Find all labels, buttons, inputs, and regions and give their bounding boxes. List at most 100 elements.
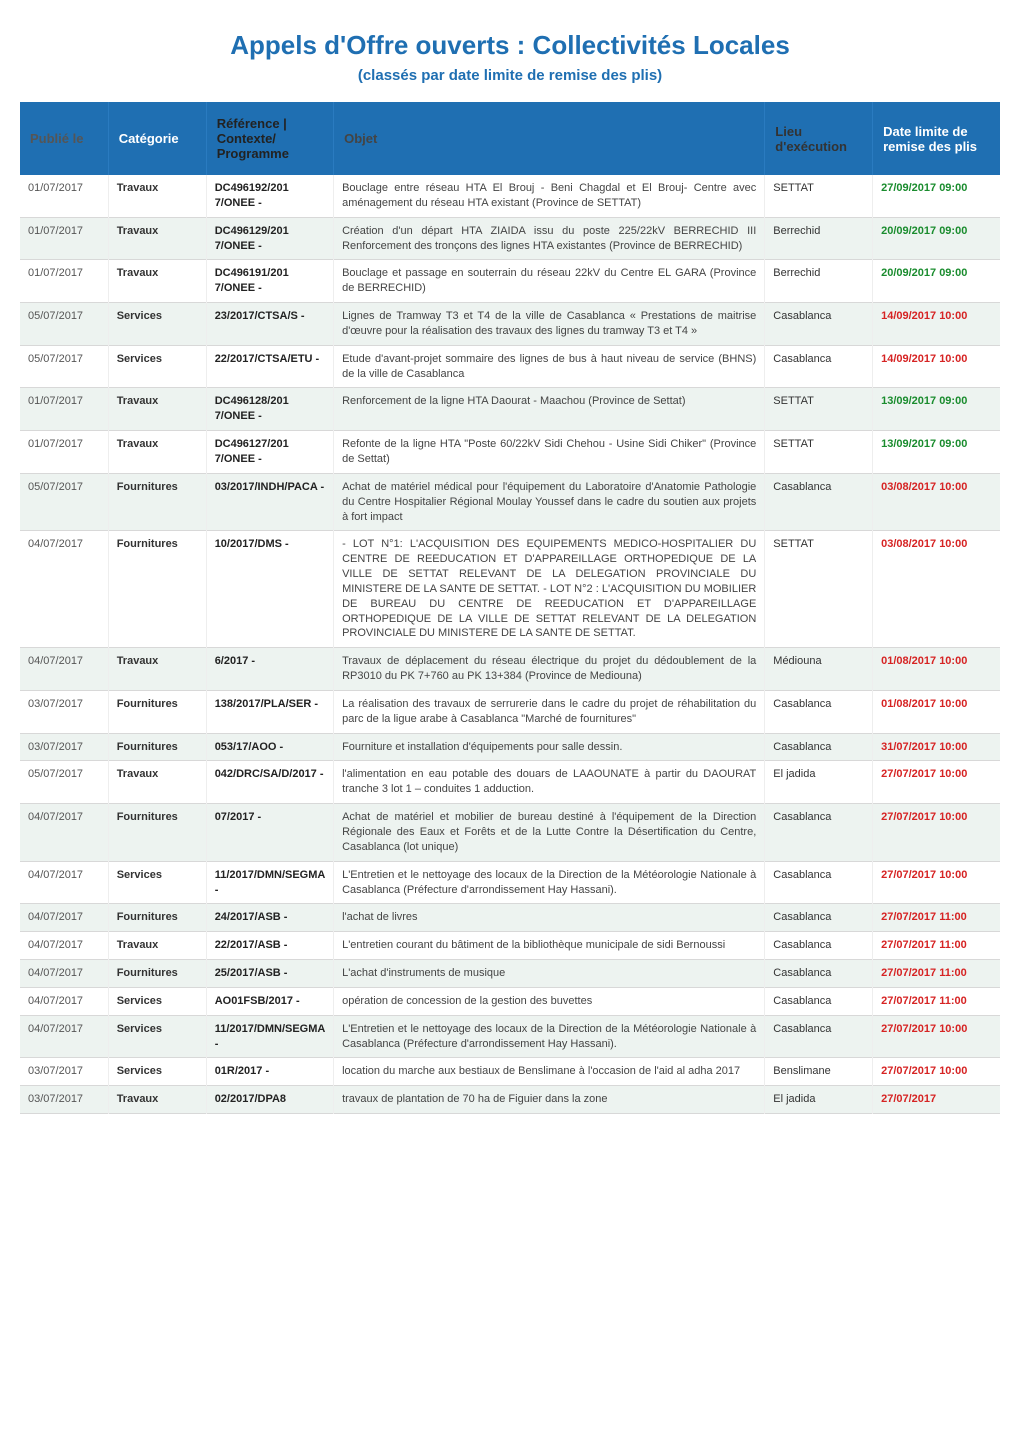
cell-lieu: SETTAT (765, 175, 873, 217)
cell-objet: travaux de plantation de 70 ha de Figuie… (334, 1086, 765, 1114)
cell-categorie: Travaux (108, 175, 206, 217)
table-row: 01/07/2017TravauxDC496128/201 7/ONEE -Re… (20, 388, 1000, 431)
cell-reference: 10/2017/DMS - (206, 531, 333, 648)
cell-datelimite: 27/07/2017 10:00 (873, 861, 1000, 904)
cell-objet: l'achat de livres (334, 904, 765, 932)
cell-lieu: Casablanca (765, 932, 873, 960)
cell-datelimite: 13/09/2017 09:00 (873, 388, 1000, 431)
cell-lieu: Casablanca (765, 804, 873, 862)
col-header-lieu: Lieu d'exécution (765, 102, 873, 175)
cell-publie: 01/07/2017 (20, 175, 108, 217)
cell-publie: 04/07/2017 (20, 531, 108, 648)
cell-datelimite: 27/07/2017 10:00 (873, 804, 1000, 862)
cell-reference: 02/2017/DPA8 (206, 1086, 333, 1114)
cell-lieu: Berrechid (765, 260, 873, 303)
cell-publie: 04/07/2017 (20, 861, 108, 904)
cell-categorie: Travaux (108, 431, 206, 474)
cell-publie: 05/07/2017 (20, 303, 108, 346)
cell-categorie: Fournitures (108, 690, 206, 733)
cell-publie: 04/07/2017 (20, 960, 108, 988)
cell-lieu: Casablanca (765, 345, 873, 388)
table-row: 01/07/2017TravauxDC496127/201 7/ONEE -Re… (20, 431, 1000, 474)
cell-datelimite: 27/07/2017 10:00 (873, 1058, 1000, 1086)
cell-categorie: Travaux (108, 260, 206, 303)
cell-datelimite: 01/08/2017 10:00 (873, 648, 1000, 691)
cell-reference: 01R/2017 - (206, 1058, 333, 1086)
cell-datelimite: 27/07/2017 10:00 (873, 761, 1000, 804)
cell-reference: 053/17/AOO - (206, 733, 333, 761)
cell-objet: Etude d'avant-projet sommaire des lignes… (334, 345, 765, 388)
table-row: 05/07/2017Travaux042/DRC/SA/D/2017 -l'al… (20, 761, 1000, 804)
cell-reference: DC496191/201 7/ONEE - (206, 260, 333, 303)
cell-lieu: Casablanca (765, 733, 873, 761)
cell-publie: 03/07/2017 (20, 1058, 108, 1086)
cell-datelimite: 27/07/2017 11:00 (873, 987, 1000, 1015)
table-row: 01/07/2017TravauxDC496129/201 7/ONEE -Cr… (20, 217, 1000, 260)
table-row: 03/07/2017Services01R/2017 -location du … (20, 1058, 1000, 1086)
table-row: 04/07/2017Travaux6/2017 -Travaux de dépl… (20, 648, 1000, 691)
col-header-datelimite: Date limite de remise des plis (873, 102, 1000, 175)
cell-publie: 04/07/2017 (20, 932, 108, 960)
cell-categorie: Services (108, 1058, 206, 1086)
cell-datelimite: 27/07/2017 10:00 (873, 1015, 1000, 1058)
table-header-row: Publié le Catégorie Référence | Contexte… (20, 102, 1000, 175)
cell-reference: 07/2017 - (206, 804, 333, 862)
cell-lieu: Benslimane (765, 1058, 873, 1086)
cell-categorie: Services (108, 345, 206, 388)
cell-lieu: Casablanca (765, 690, 873, 733)
cell-objet: L'achat d'instruments de musique (334, 960, 765, 988)
cell-datelimite: 13/09/2017 09:00 (873, 431, 1000, 474)
cell-publie: 03/07/2017 (20, 733, 108, 761)
cell-categorie: Services (108, 1015, 206, 1058)
table-row: 03/07/2017Fournitures053/17/AOO -Fournit… (20, 733, 1000, 761)
cell-objet: Bouclage et passage en souterrain du rés… (334, 260, 765, 303)
cell-publie: 05/07/2017 (20, 473, 108, 531)
cell-publie: 03/07/2017 (20, 690, 108, 733)
cell-lieu: SETTAT (765, 431, 873, 474)
cell-datelimite: 27/07/2017 11:00 (873, 932, 1000, 960)
cell-categorie: Fournitures (108, 960, 206, 988)
cell-objet: Refonte de la ligne HTA "Poste 60/22kV S… (334, 431, 765, 474)
cell-objet: La réalisation des travaux de serrurerie… (334, 690, 765, 733)
cell-objet: Lignes de Tramway T3 et T4 de la ville d… (334, 303, 765, 346)
cell-categorie: Travaux (108, 217, 206, 260)
col-header-reference: Référence | Contexte/ Programme (206, 102, 333, 175)
col-header-objet: Objet (334, 102, 765, 175)
cell-categorie: Services (108, 303, 206, 346)
col-header-publie: Publié le (20, 102, 108, 175)
cell-reference: 23/2017/CTSA/S - (206, 303, 333, 346)
cell-objet: opération de concession de la gestion de… (334, 987, 765, 1015)
cell-lieu: El jadida (765, 761, 873, 804)
table-row: 04/07/2017Fournitures25/2017/ASB -L'acha… (20, 960, 1000, 988)
table-row: 03/07/2017Travaux02/2017/DPA8travaux de … (20, 1086, 1000, 1114)
table-row: 05/07/2017Fournitures03/2017/INDH/PACA -… (20, 473, 1000, 531)
cell-categorie: Travaux (108, 761, 206, 804)
cell-lieu: Casablanca (765, 960, 873, 988)
cell-lieu: Casablanca (765, 1015, 873, 1058)
col-header-categorie: Catégorie (108, 102, 206, 175)
cell-lieu: Casablanca (765, 303, 873, 346)
cell-publie: 01/07/2017 (20, 217, 108, 260)
cell-reference: 042/DRC/SA/D/2017 - (206, 761, 333, 804)
table-row: 04/07/2017Travaux22/2017/ASB -L'entretie… (20, 932, 1000, 960)
offers-table: Publié le Catégorie Référence | Contexte… (20, 102, 1000, 1114)
cell-publie: 04/07/2017 (20, 648, 108, 691)
cell-reference: 11/2017/DMN/SEGMA - (206, 861, 333, 904)
cell-objet: Fourniture et installation d'équipements… (334, 733, 765, 761)
cell-objet: Travaux de déplacement du réseau électri… (334, 648, 765, 691)
cell-reference: 22/2017/CTSA/ETU - (206, 345, 333, 388)
cell-datelimite: 20/09/2017 09:00 (873, 260, 1000, 303)
cell-publie: 01/07/2017 (20, 260, 108, 303)
table-row: 04/07/2017Fournitures24/2017/ASB -l'acha… (20, 904, 1000, 932)
cell-categorie: Travaux (108, 1086, 206, 1114)
cell-lieu: SETTAT (765, 531, 873, 648)
cell-reference: DC496127/201 7/ONEE - (206, 431, 333, 474)
cell-reference: 24/2017/ASB - (206, 904, 333, 932)
cell-publie: 05/07/2017 (20, 761, 108, 804)
cell-lieu: Berrechid (765, 217, 873, 260)
cell-objet: L'Entretien et le nettoyage des locaux d… (334, 1015, 765, 1058)
cell-reference: 25/2017/ASB - (206, 960, 333, 988)
cell-categorie: Services (108, 861, 206, 904)
cell-reference: 22/2017/ASB - (206, 932, 333, 960)
cell-objet: L'Entretien et le nettoyage des locaux d… (334, 861, 765, 904)
